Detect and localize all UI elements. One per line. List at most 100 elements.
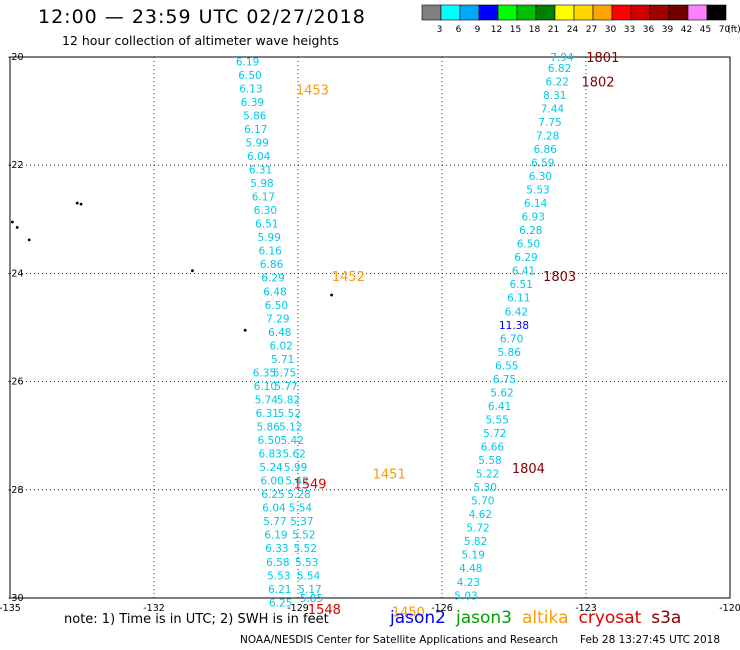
swh-value: 6.31 xyxy=(249,165,272,177)
satellite-legend-item: jason3 xyxy=(456,608,512,628)
swh-value: 6.16 xyxy=(258,246,282,258)
island-marker xyxy=(191,269,194,273)
footer-note: note: 1) Time is in UTC; 2) SWH is in fe… xyxy=(64,612,329,627)
color-bin xyxy=(554,4,575,21)
swh-value: 6.58 xyxy=(266,557,289,569)
swh-value: 6.21 xyxy=(268,584,291,596)
satellite-legend-item: s3a xyxy=(651,608,682,628)
satellite-legend-item: altika xyxy=(522,608,569,628)
swh-value: 5.52 xyxy=(292,530,315,542)
color-bin-label: 21 xyxy=(548,25,559,35)
color-bin-label: 24 xyxy=(567,25,579,35)
swh-value: 6.82 xyxy=(548,63,571,75)
map-grid xyxy=(10,57,730,598)
swh-value: 6.22 xyxy=(546,76,569,88)
swh-value: 5.74 xyxy=(255,394,279,406)
swh-value: 6.51 xyxy=(510,279,533,291)
lon-tick-label: -120 xyxy=(719,603,740,614)
swh-value: 4.48 xyxy=(459,563,482,575)
swh-value: 6.25 xyxy=(269,597,292,609)
swh-value: 5.99 xyxy=(246,137,269,149)
pass-time-label: 1801 xyxy=(586,51,619,66)
swh-value: 5.53 xyxy=(267,570,290,582)
swh-value: 5.30 xyxy=(474,482,497,494)
color-bin-label: 18 xyxy=(529,25,541,35)
color-bin xyxy=(421,4,442,21)
lat-tick-label: -30 xyxy=(8,593,24,604)
swh-value: 5.19 xyxy=(462,550,485,562)
swh-value: 6.11 xyxy=(507,293,530,305)
pass-time-label: 1450 xyxy=(392,606,425,621)
swh-value: 6.48 xyxy=(263,286,286,298)
swh-value: 5.53 xyxy=(295,557,318,569)
lon-tick-label: -135 xyxy=(0,603,21,614)
swh-value: 5.72 xyxy=(483,428,506,440)
swh-value: 5.70 xyxy=(471,496,494,508)
axis-ticks: -135 -132 -129 -126 -123 -120 -20 -22 -24 -26 -28 -… xyxy=(0,52,740,614)
swh-value: 5.12 xyxy=(279,422,302,434)
pass-time-label: 1451 xyxy=(373,468,406,483)
swh-value: 6.10 xyxy=(254,381,277,393)
lat-tick-label: -28 xyxy=(8,485,24,496)
swh-value: 5.37 xyxy=(290,516,313,528)
lat-tick-label: -22 xyxy=(8,160,24,171)
swh-value: 6.55 xyxy=(495,360,518,372)
swh-value: 6.14 xyxy=(524,198,548,210)
swh-value: 6.41 xyxy=(488,401,511,413)
swh-value: 6.50 xyxy=(258,435,281,447)
color-bin-label: 15 xyxy=(510,25,521,35)
color-bin xyxy=(497,4,518,21)
island-marker xyxy=(243,328,247,332)
swh-value: 5.22 xyxy=(476,469,499,481)
swh-value: 5.03 xyxy=(454,590,477,602)
swh-value: 6.17 xyxy=(252,192,275,204)
swh-value: 7.44 xyxy=(541,103,565,115)
color-bin-label: 45 xyxy=(700,25,711,35)
color-bin-label: 12 xyxy=(491,25,502,35)
color-bin-label: 39 xyxy=(662,25,674,35)
color-bin xyxy=(668,4,689,21)
color-bin xyxy=(573,4,594,21)
swh-value: 5.24 xyxy=(259,462,283,474)
swh-value: 6.66 xyxy=(481,442,505,454)
lon-tick-label: -123 xyxy=(575,603,597,614)
pass-time-label: 1548 xyxy=(308,603,341,618)
swh-value: 5.55 xyxy=(486,414,509,426)
swh-value: 6.75 xyxy=(493,374,516,386)
swh-value: 6.31 xyxy=(256,408,279,420)
swh-value: 5.42 xyxy=(281,435,304,447)
map-frame xyxy=(9,56,731,599)
swh-value: 7.94 xyxy=(550,52,574,64)
swh-value: 6.02 xyxy=(270,340,293,352)
swh-value: 6.86 xyxy=(534,144,558,156)
swh-value: 5.99 xyxy=(284,462,307,474)
satellite-legend-item: jason2 xyxy=(390,608,446,628)
lon-tick-label: -126 xyxy=(431,603,453,614)
track-west: 6.196.506.136.395.866.175.996.046.315.98… xyxy=(236,56,323,605)
footer-credit: NOAA/NESDIS Center for Satellite Applica… xyxy=(240,634,558,646)
swh-value: 6.17 xyxy=(244,124,267,136)
island-marker xyxy=(75,201,79,205)
lat-tick-label: -20 xyxy=(8,52,24,63)
swh-value: 6.59 xyxy=(531,157,554,169)
swh-value: 6.51 xyxy=(255,219,278,231)
swh-value: 6.50 xyxy=(517,239,540,251)
swh-value: 6.83 xyxy=(258,449,281,461)
color-bin xyxy=(478,4,499,21)
color-bin xyxy=(706,4,727,21)
swh-value: 5.77 xyxy=(274,381,297,393)
color-bin xyxy=(611,4,632,21)
color-bin-label: 27 xyxy=(586,25,597,35)
swh-value: 5.72 xyxy=(466,523,489,535)
swh-value: 5.28 xyxy=(287,489,310,501)
swh-value: 5.85 xyxy=(300,593,323,605)
pass-time-label: 1549 xyxy=(293,477,326,492)
swh-value: 6.30 xyxy=(529,171,552,183)
land-features xyxy=(11,201,333,332)
swh-value: 5.52 xyxy=(278,408,301,420)
swh-value: 6.39 xyxy=(241,97,264,109)
lon-tick-label: -129 xyxy=(287,603,309,614)
swh-value: 5.82 xyxy=(464,536,487,548)
swh-value: 5.62 xyxy=(490,387,513,399)
